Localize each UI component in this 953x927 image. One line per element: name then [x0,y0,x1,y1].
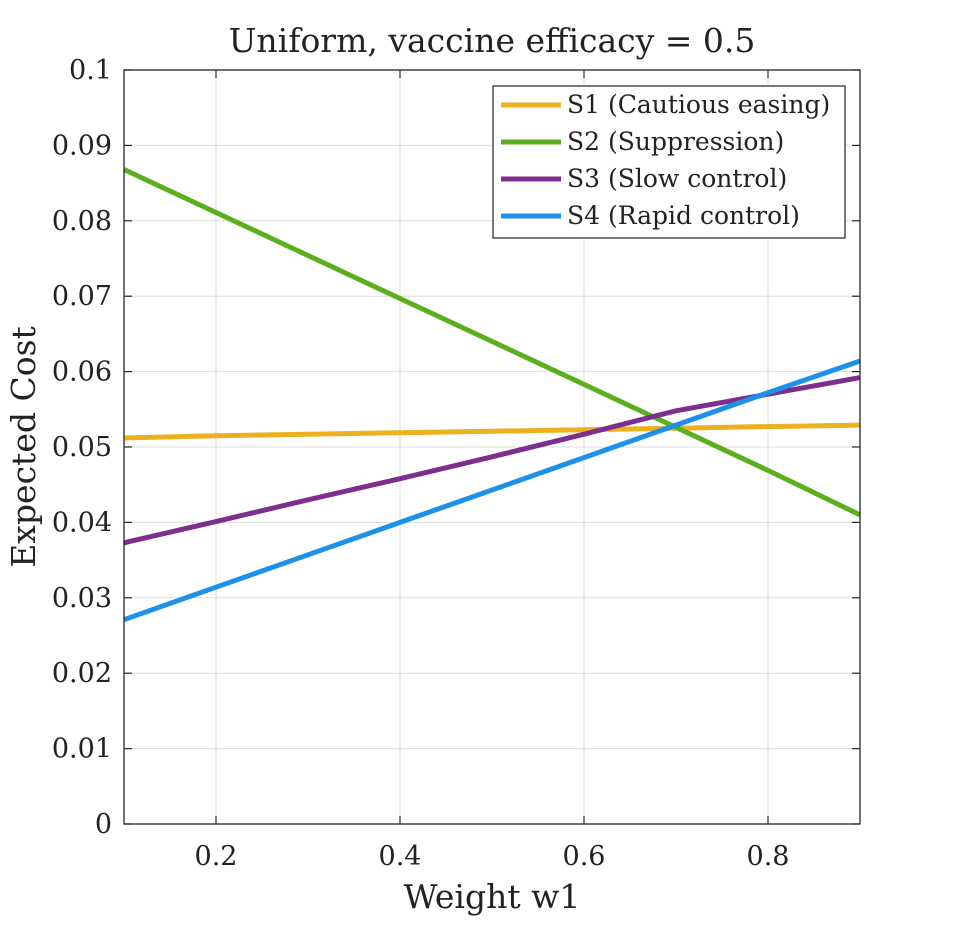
y-tick-label: 0.03 [52,583,112,614]
series-line-s4 [123,358,861,623]
ticks [124,69,860,825]
x-tick-label: 0.6 [563,841,606,872]
x-axis-title: Weight w1 [404,877,581,916]
legend: S1 (Cautious easing) S2 (Suppression) S3 (… [492,85,846,239]
legend-label-s2: S2 (Suppression) [567,127,784,156]
legend-label-s4: S4 (Rapid control) [567,201,800,230]
y-tick-label: 0.01 [52,734,112,765]
x-tick-label: 0.2 [195,841,238,872]
y-tick-label: 0.04 [52,507,112,538]
series-layer [122,167,862,623]
y-tick-label: 0.08 [52,206,112,237]
series-line-s1 [123,422,861,441]
x-tick-label: 0.4 [379,841,422,872]
series-line-s3 [123,375,861,546]
y-tick-label: 0.02 [52,658,112,689]
y-tick-label: 0.05 [52,432,112,463]
legend-label-s1: S1 (Cautious easing) [567,90,830,119]
y-tick-label: 0 [95,809,112,840]
legend-label-s3: S3 (Slow control) [567,164,787,193]
x-tick-label: 0.8 [747,841,790,872]
y-tick-label: 0.07 [52,281,112,312]
y-tick-label: 0.1 [69,55,112,86]
chart-title: Uniform, vaccine efficacy = 0.5 [229,21,756,60]
y-axis-title: Expected Cost [4,326,43,568]
x-tick-labels: 0.2 0.4 0.6 0.8 [195,841,790,872]
y-tick-label: 0.06 [52,357,112,388]
y-tick-labels: 0 0.01 0.02 0.03 0.04 0.05 0.06 0.07 0.08 0.09 0.1 [52,55,112,840]
series-line-s2 [122,167,862,518]
y-tick-label: 0.09 [52,130,112,161]
legend-box [492,85,846,239]
